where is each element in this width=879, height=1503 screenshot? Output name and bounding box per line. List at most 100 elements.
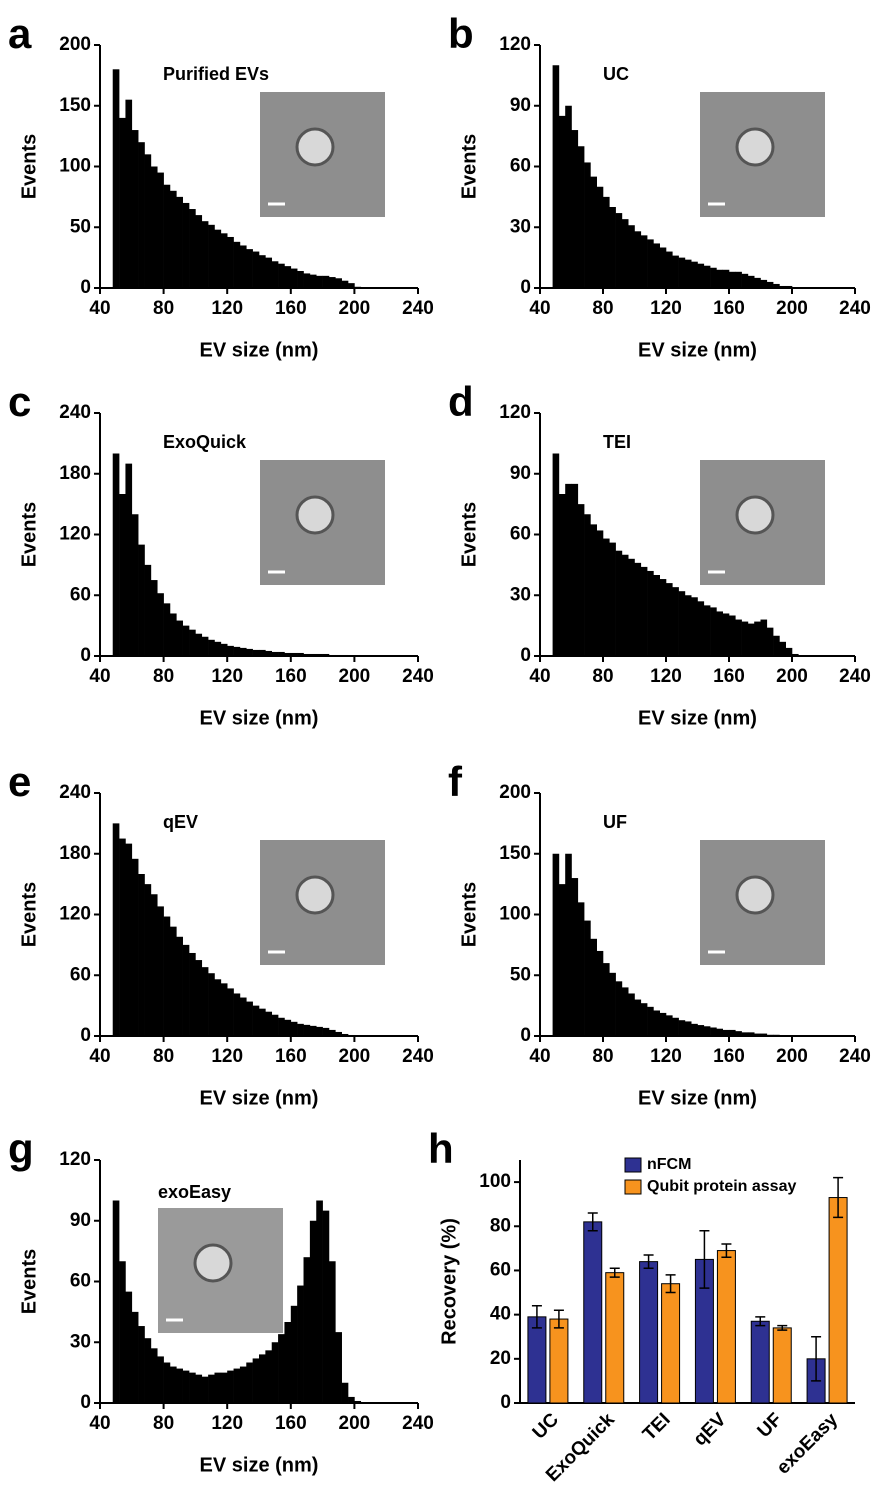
histogram-bar [163,184,171,288]
histogram-bar [290,1021,298,1036]
x-tick-label: 120 [650,666,682,687]
histogram-bar [710,607,717,656]
histogram-bar [208,224,215,288]
y-tick-label: 60 [70,1271,91,1292]
histogram-bar [659,247,667,288]
x-axis-title: EV size (nm) [638,339,757,361]
histogram-bar [201,636,209,656]
y-tick-label: 150 [59,95,91,116]
histogram-bar [754,1033,761,1036]
histogram-bar [747,1032,755,1036]
histogram-bar [239,245,247,288]
histogram-bar [284,652,292,656]
histogram-bar [201,221,209,288]
histogram-bar [653,575,660,656]
x-tick-label: qEV [690,1409,731,1450]
histogram-bar [672,255,679,288]
histogram-bar [239,1366,247,1403]
histogram-bar [691,597,698,656]
histogram-bar [246,648,253,656]
x-axis-title: EV size (nm) [638,1087,757,1109]
histogram-bar [252,649,260,656]
histogram-bar [227,236,234,288]
histogram-bar [773,635,780,656]
tem-vesicle [735,495,775,535]
histogram-bar [773,1034,780,1036]
x-axis-title: EV size (nm) [200,707,319,729]
x-tick-label: 40 [89,666,110,687]
x-tick-label: 80 [153,1046,174,1067]
histogram-bar [741,273,749,288]
y-axis-title: Events [18,1249,40,1315]
histogram-bar [634,231,642,288]
histogram-bar [125,843,133,1036]
x-tick-label: 80 [153,298,174,319]
x-tick-label: 200 [339,1413,371,1434]
histogram-bar [754,277,761,288]
histogram-bar [176,620,183,656]
tem-vesicle [193,1243,233,1283]
y-tick-label: 240 [59,782,91,803]
histogram-bar [150,166,158,288]
x-tick-label: 80 [592,1046,613,1067]
histogram-bar [722,613,730,656]
histogram-bar [303,1024,311,1036]
tem-vesicle [295,495,335,535]
histogram-bar [558,115,566,288]
histogram-bar [716,269,723,288]
histogram-bar [678,591,686,656]
histogram-bar [303,653,311,656]
y-tick-label: 60 [70,584,91,605]
histogram-bar [672,587,679,656]
histogram-bar [766,627,774,656]
histogram-bar [590,524,597,656]
histogram-bar [163,916,171,1036]
x-tick-label: 120 [211,1046,243,1067]
y-tick-label: 120 [59,1149,91,1170]
histogram-bar [214,979,222,1036]
x-tick-label: 120 [650,1046,682,1067]
y-tick-label: 30 [510,216,531,237]
histogram-bar [157,593,164,656]
error-bar [531,1305,542,1329]
error-bar [587,1212,598,1232]
y-tick-label: 0 [520,277,531,298]
histogram-bar [615,550,623,656]
error-bar [643,1254,654,1269]
histogram-bar [565,853,572,1036]
x-axis-title: EV size (nm) [200,339,319,361]
histogram-bar [603,538,610,656]
histogram-bar [182,625,190,656]
y-axis-title: Recovery (%) [438,1218,460,1345]
histogram-bar [354,286,362,288]
histogram-bar [596,950,604,1036]
histogram-bar [322,653,330,656]
histogram-bar [716,611,723,656]
panel-label: d [448,378,474,425]
y-tick-label: 20 [490,1348,511,1369]
histogram-bar [309,274,317,288]
histogram-bar [131,130,139,288]
histogram-bar [729,615,736,656]
histogram-bar [716,1028,723,1036]
histogram-bar [609,542,616,656]
histogram-bar [348,283,355,288]
histogram-bar [577,146,585,288]
x-tick-label: 240 [402,666,434,687]
histogram-bar [722,1029,730,1036]
bar [661,1283,681,1404]
bar [639,1261,659,1404]
histogram-bar [119,117,126,289]
panel-label: c [8,378,31,425]
y-tick-label: 90 [510,463,531,484]
y-tick-label: 120 [59,904,91,925]
histogram-bar [119,1261,126,1403]
histogram-bar [246,1001,253,1036]
histogram-bar [290,1305,298,1403]
histogram-bar [335,1332,342,1403]
x-tick-label: 80 [153,1413,174,1434]
histogram-bar [220,643,228,656]
histogram-bar [163,1362,171,1403]
histogram-bar [609,207,616,288]
